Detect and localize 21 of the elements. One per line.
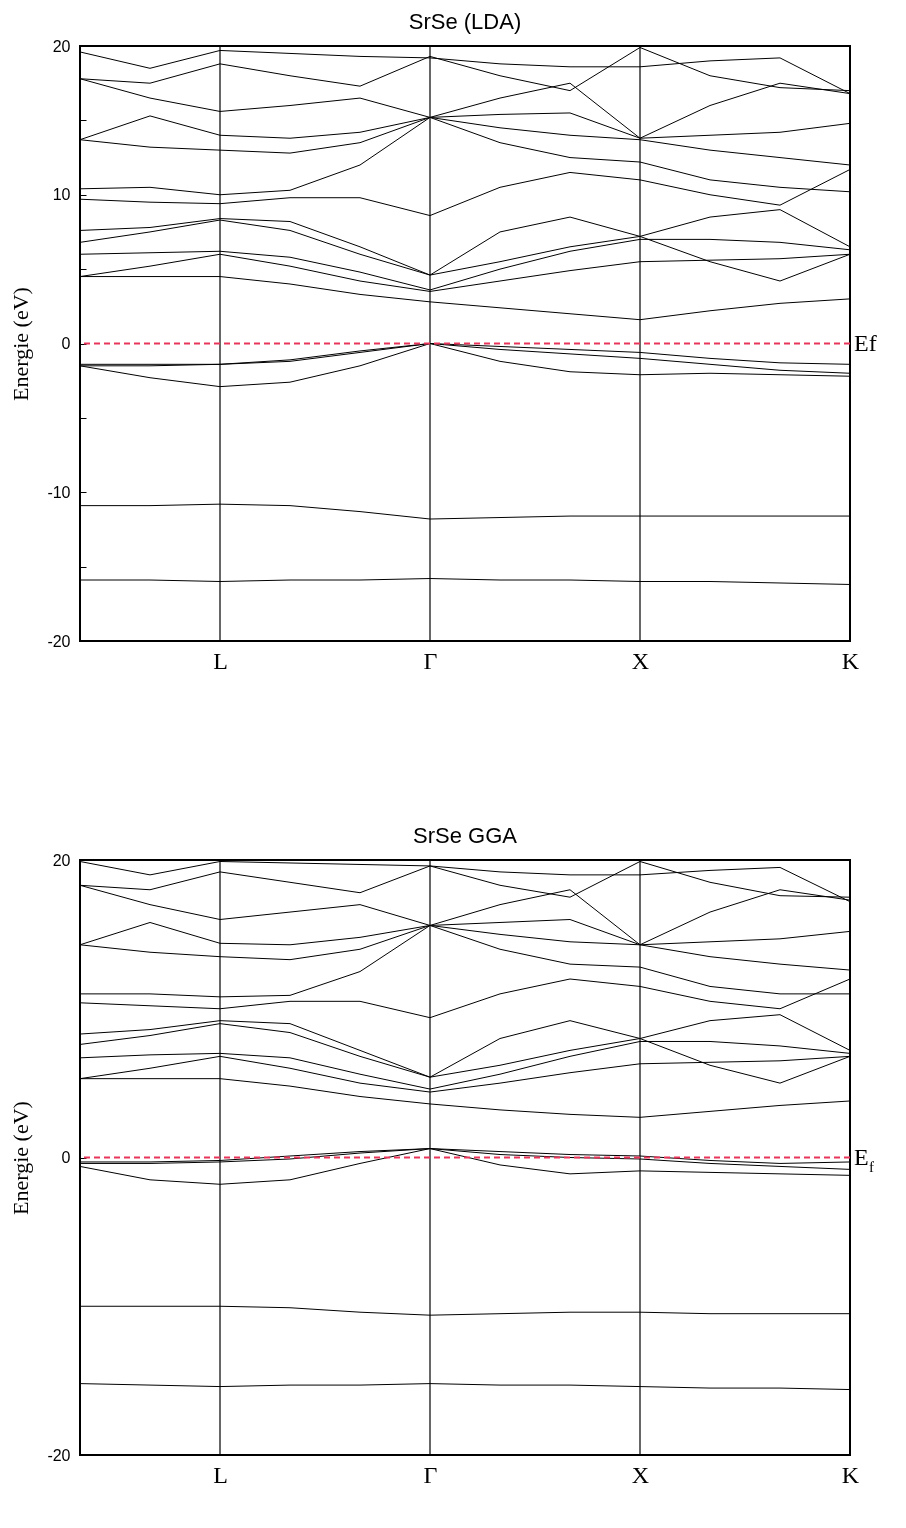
x-tick-label: Γ	[423, 647, 438, 674]
x-tick-label: Γ	[423, 1461, 438, 1488]
x-tick-label: L	[213, 1461, 228, 1488]
x-tick-label: K	[841, 647, 860, 674]
x-tick-label: X	[631, 647, 650, 674]
y-tick-label: 10	[52, 186, 71, 204]
y-tick-label: 20	[52, 37, 71, 55]
chart-title: SrSe (LDA)	[408, 9, 522, 34]
y-tick-label: 0	[61, 335, 71, 352]
y-tick-label: 0	[61, 1149, 71, 1166]
y-tick-label: 20	[52, 851, 71, 869]
ref-line-label: Ef	[854, 329, 877, 356]
y-tick-label: -10	[47, 483, 71, 501]
y-axis-title: Energie (eV)	[8, 1101, 34, 1215]
y-tick-label: -20	[47, 1446, 71, 1464]
x-tick-label: X	[631, 1461, 650, 1488]
chart-title: SrSe GGA	[413, 823, 518, 848]
x-tick-label: K	[841, 1461, 860, 1488]
x-tick-label: L	[213, 647, 228, 674]
y-tick-label: -20	[47, 632, 71, 650]
y-axis-title: Energie (eV)	[8, 287, 34, 401]
